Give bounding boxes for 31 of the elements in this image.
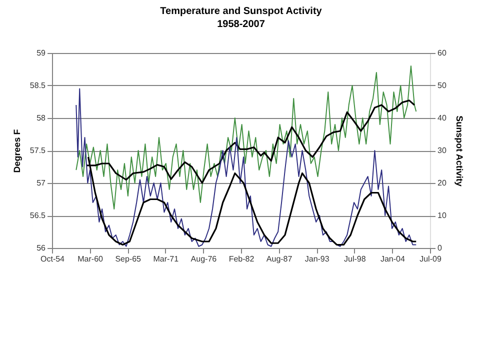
x-tick-label: Oct-54 [40, 254, 66, 264]
chart-title: Temperature and Sunspot Activity [160, 6, 322, 17]
line-series [76, 66, 417, 210]
y2-tick-label: 10 [438, 211, 447, 220]
y2-axis-title: Sunspot Activity [454, 116, 464, 186]
x-tick-label: Feb-82 [228, 254, 255, 264]
x-tick-label: Sep-65 [115, 254, 142, 264]
y-tick-label: 58.5 [30, 81, 46, 90]
x-tick-label: Aug-87 [266, 254, 293, 264]
y2-tick-label: 60 [438, 48, 447, 58]
y-tick-label: 59 [36, 48, 46, 58]
y2-tick-label: 50 [438, 81, 447, 90]
y2-tick-label: 30 [438, 146, 447, 155]
y-tick-label: 57 [36, 178, 46, 188]
y-tick-label: 56.5 [30, 211, 46, 220]
x-tick-label: Jan-04 [380, 254, 406, 264]
y2-tick-label: 0 [438, 244, 442, 252]
line-series [76, 88, 417, 247]
x-tick-label: Aug-76 [190, 254, 218, 264]
y-axis-title: Degrees F [12, 128, 22, 173]
y-tick-label: 56 [36, 244, 46, 252]
y2-tick-label: 20 [438, 178, 447, 188]
y-tick-label: 57.5 [30, 146, 46, 155]
x-tick-label: Mar-60 [78, 254, 104, 264]
y2-tick-label: 40 [438, 114, 447, 122]
x-tick-label: Jul-98 [344, 254, 366, 264]
chart-subtitle: 1958-2007 [217, 19, 266, 30]
x-tick-label: Jan-93 [304, 254, 330, 264]
x-tick-label: Mar-71 [153, 254, 180, 264]
x-tick-label: Jul-09 [420, 254, 442, 264]
y-tick-label: 58 [36, 114, 46, 122]
